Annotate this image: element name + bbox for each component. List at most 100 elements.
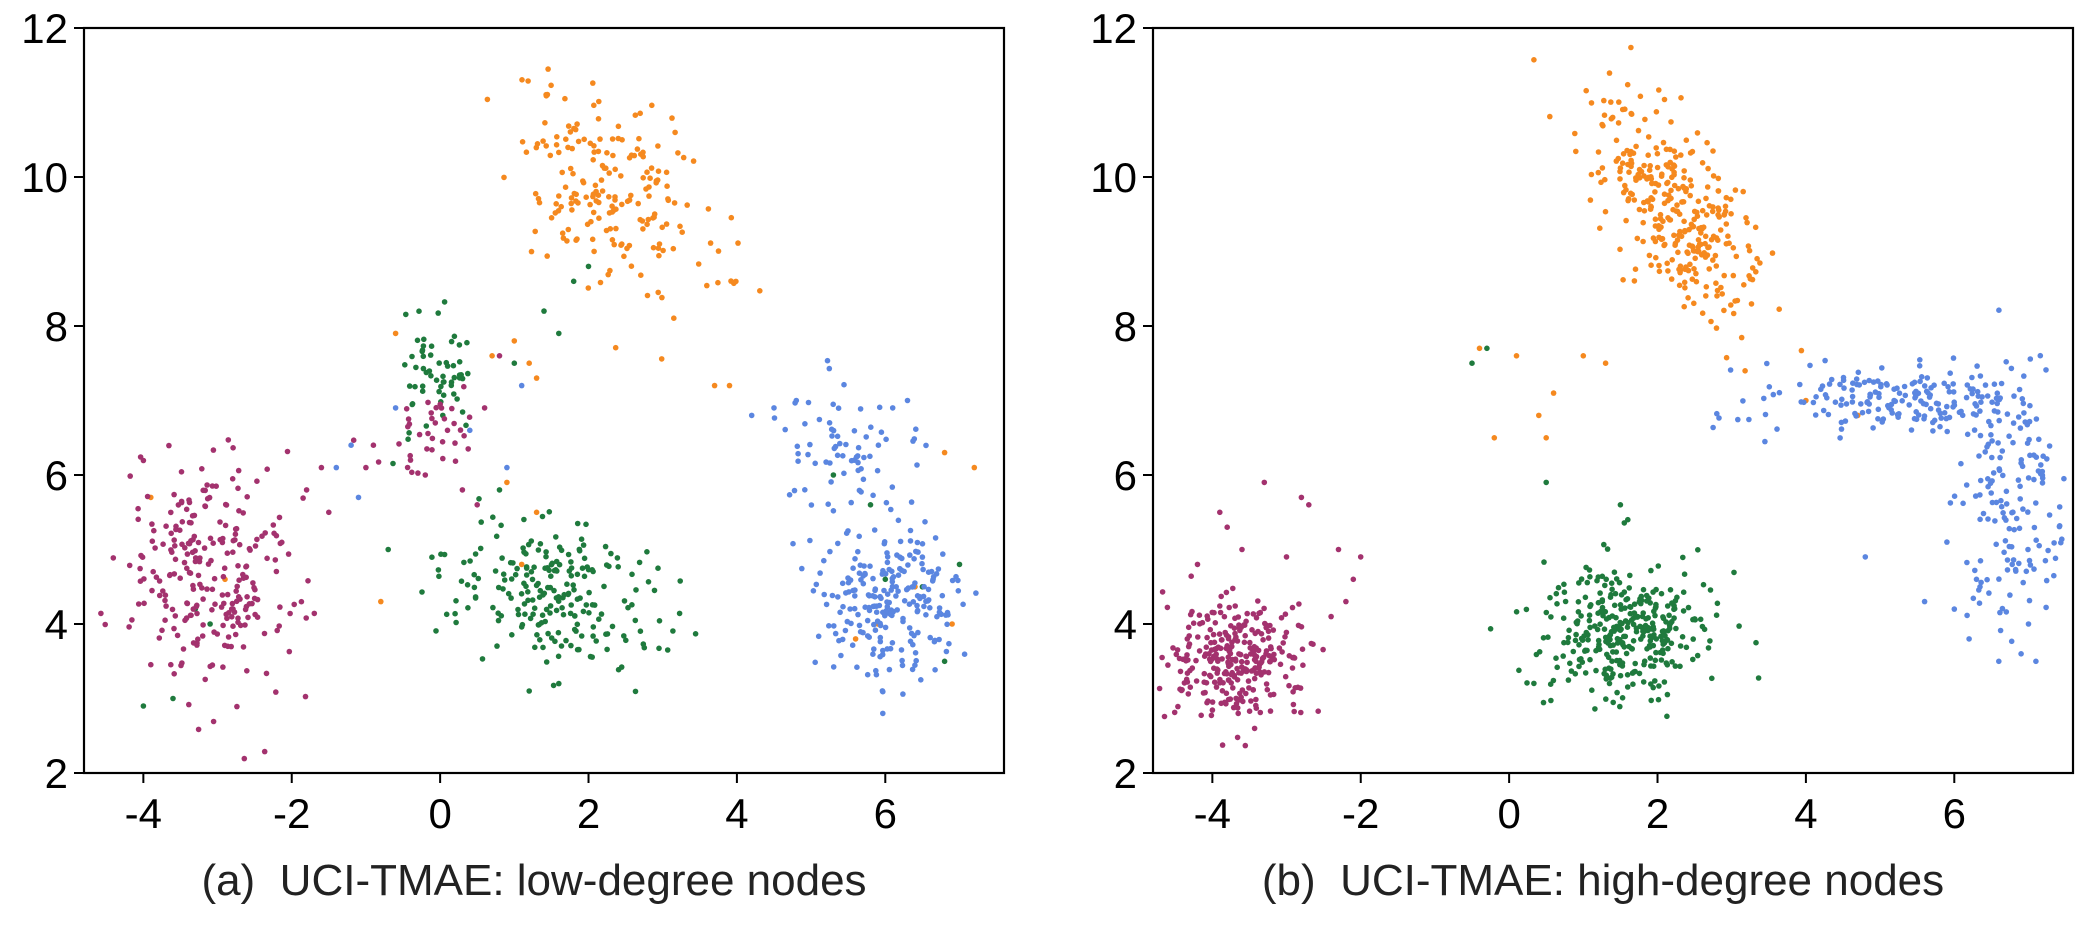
point-green xyxy=(1566,627,1572,634)
point-blue xyxy=(1979,394,1985,400)
point-blue xyxy=(2018,651,2024,657)
point-blue xyxy=(922,519,928,525)
point-green xyxy=(464,339,470,346)
point-orange xyxy=(684,202,690,208)
point-blue xyxy=(923,612,929,618)
point-blue xyxy=(2056,504,2063,510)
point-green xyxy=(621,633,627,639)
point-purple xyxy=(202,503,208,509)
point-blue xyxy=(932,667,938,673)
point-blue xyxy=(2010,420,2017,426)
point-purple xyxy=(1244,659,1250,666)
point-purple xyxy=(210,540,216,546)
point-purple xyxy=(244,668,250,674)
point-green xyxy=(556,544,563,550)
point-orange xyxy=(1626,169,1632,175)
point-orange xyxy=(631,152,638,159)
point-purple xyxy=(1265,635,1272,641)
point-blue xyxy=(921,603,927,610)
point-green xyxy=(471,584,478,591)
point-orange xyxy=(628,192,634,199)
point-green xyxy=(830,472,837,478)
point-blue xyxy=(1996,307,2002,314)
point-blue xyxy=(874,467,881,474)
point-green xyxy=(1592,706,1598,712)
point-blue xyxy=(1996,576,2002,582)
point-blue xyxy=(876,602,883,609)
point-green xyxy=(499,555,505,561)
point-purple xyxy=(156,578,163,584)
point-green xyxy=(1576,656,1583,663)
point-green xyxy=(1619,695,1626,701)
point-green xyxy=(1614,689,1620,696)
point-green xyxy=(1627,610,1634,617)
point-blue xyxy=(848,499,854,506)
point-orange xyxy=(1635,127,1642,134)
point-purple xyxy=(405,416,412,422)
point-green xyxy=(1603,672,1610,678)
point-purple xyxy=(195,636,201,642)
point-green xyxy=(1568,668,1575,674)
point-blue xyxy=(1849,393,1856,400)
point-purple xyxy=(225,634,232,640)
point-orange xyxy=(1710,148,1716,154)
point-green xyxy=(385,546,392,553)
point-green xyxy=(500,586,506,592)
point-purple xyxy=(1226,662,1233,669)
point-purple xyxy=(177,527,183,533)
point-blue xyxy=(869,593,876,599)
point-green xyxy=(1707,587,1714,593)
point-green xyxy=(1575,609,1582,615)
point-orange xyxy=(1543,435,1549,441)
point-blue xyxy=(799,565,805,572)
point-blue xyxy=(867,453,873,460)
point-blue xyxy=(1764,360,1770,367)
point-orange xyxy=(1701,250,1707,256)
point-orange xyxy=(669,115,675,121)
point-purple xyxy=(137,578,144,584)
point-orange xyxy=(1645,134,1652,140)
point-purple xyxy=(1243,668,1250,675)
point-purple xyxy=(160,541,166,547)
point-green xyxy=(1611,569,1618,575)
point-purple xyxy=(209,607,215,613)
point-green xyxy=(1673,625,1679,632)
point-purple xyxy=(1247,639,1253,646)
point-orange xyxy=(556,193,562,199)
point-orange xyxy=(1719,291,1725,297)
point-purple xyxy=(1246,685,1252,691)
y-tick-label: 6 xyxy=(1114,452,1137,499)
point-blue xyxy=(2001,515,2008,521)
point-orange xyxy=(1654,164,1661,171)
point-purple xyxy=(449,405,455,412)
point-purple xyxy=(1217,645,1224,652)
point-blue xyxy=(907,552,913,558)
point-blue xyxy=(1828,376,1835,383)
point-blue xyxy=(909,666,916,673)
point-orange xyxy=(593,198,599,204)
point-green xyxy=(629,602,635,608)
point-blue xyxy=(1941,380,1947,387)
point-green xyxy=(1513,609,1520,615)
point-blue xyxy=(880,647,886,654)
point-green xyxy=(454,396,460,402)
point-blue xyxy=(840,603,846,610)
point-green xyxy=(450,362,457,369)
point-purple xyxy=(1214,670,1220,676)
point-purple xyxy=(211,575,218,582)
point-purple xyxy=(444,427,451,434)
point-purple xyxy=(247,547,253,553)
point-purple xyxy=(1188,573,1194,579)
point-purple xyxy=(129,617,135,623)
point-purple xyxy=(201,545,208,551)
point-blue xyxy=(355,494,362,501)
point-purple xyxy=(1264,686,1271,693)
point-green xyxy=(1680,608,1687,614)
point-green xyxy=(564,581,570,587)
point-green xyxy=(1602,582,1608,589)
point-orange xyxy=(648,165,655,171)
point-purple xyxy=(1289,604,1296,611)
point-purple xyxy=(1280,640,1286,646)
point-blue xyxy=(2046,512,2053,518)
point-orange xyxy=(536,199,543,206)
